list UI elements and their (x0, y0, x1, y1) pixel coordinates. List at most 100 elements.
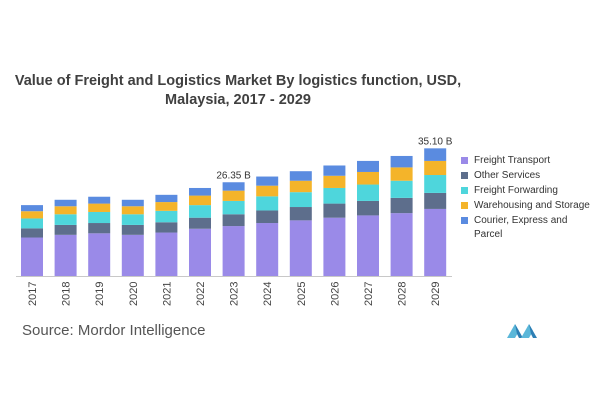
x-tick-label-2027: 2027 (363, 282, 375, 306)
bar-segment-freight-forwarding-2017 (21, 218, 43, 229)
bar-segment-freight-forwarding-2021 (155, 210, 178, 223)
bar-segment-freight-forwarding-2023 (222, 200, 245, 215)
bar-segment-warehousing-and-storage-2027 (357, 171, 379, 185)
x-tick-label-2017: 2017 (27, 282, 39, 306)
x-tick-label-2018: 2018 (61, 282, 73, 306)
bar-segment-other-services-2024 (256, 210, 279, 224)
x-tick-label-2024: 2024 (262, 282, 274, 306)
bar-segment-freight-forwarding-2024 (256, 196, 279, 211)
bar-segment-freight-transport-2026 (323, 217, 346, 276)
bar-segment-freight-transport-2018 (54, 234, 77, 276)
bar-segment-courier-express-and-parcel-2021 (155, 194, 178, 203)
bar-segment-freight-forwarding-2020 (121, 214, 144, 225)
bar-segment-courier-express-and-parcel-2025 (289, 171, 312, 181)
legend-item-warehousing-and-storage: Warehousing and Storage (461, 199, 596, 213)
bar-segment-freight-transport-2025 (289, 220, 312, 276)
bar-segment-courier-express-and-parcel-2029 (424, 148, 447, 161)
bar-segment-freight-transport-2029 (424, 208, 447, 276)
bar-segment-other-services-2022 (189, 217, 211, 229)
bar-segment-other-services-2025 (289, 207, 312, 221)
x-tick-label-2023: 2023 (229, 282, 241, 306)
x-tick-label-2025: 2025 (296, 282, 308, 306)
bar-segment-freight-forwarding-2028 (390, 180, 413, 198)
x-tick-label-2026: 2026 (329, 282, 341, 306)
bar-segment-warehousing-and-storage-2025 (289, 180, 312, 193)
chart-legend: Freight Transport Other Services Freight F… (461, 154, 596, 243)
legend-item-other-services: Other Services (461, 169, 596, 183)
bar-segment-courier-express-and-parcel-2017 (21, 205, 43, 212)
bar-segment-warehousing-and-storage-2028 (390, 167, 413, 181)
bar-segment-other-services-2026 (323, 203, 346, 218)
bar-segment-courier-express-and-parcel-2022 (189, 187, 211, 196)
legend-swatch (461, 172, 468, 179)
bar-segment-freight-transport-2022 (189, 228, 211, 276)
legend-swatch (461, 187, 468, 194)
bar-segment-freight-forwarding-2027 (357, 184, 379, 201)
bar-segment-other-services-2027 (357, 200, 379, 216)
bar-segment-courier-express-and-parcel-2028 (390, 155, 413, 168)
legend-item-courier-express-and-parcel: Courier, Express and Parcel (461, 214, 596, 242)
bar-segment-freight-transport-2019 (88, 233, 111, 276)
bar-segment-freight-transport-2017 (21, 237, 43, 276)
bar-segment-warehousing-and-storage-2022 (189, 195, 211, 206)
chart-title-line-1: Value of Freight and Logistics Market By… (14, 73, 462, 89)
source-text: Source: Mordor Intelligence (22, 322, 206, 339)
chart-title: Value of Freight and Logistics Market By… (0, 72, 476, 110)
bar-segment-other-services-2020 (121, 224, 144, 235)
bar-segment-warehousing-and-storage-2018 (54, 206, 77, 215)
bar-segment-other-services-2029 (424, 192, 447, 209)
bar-segment-freight-transport-2028 (390, 213, 413, 276)
bar-segment-warehousing-and-storage-2019 (88, 203, 111, 212)
bar-segment-freight-transport-2021 (155, 232, 178, 276)
bar-segment-freight-forwarding-2019 (88, 211, 111, 224)
bar-segment-other-services-2019 (88, 223, 111, 234)
legend-label: Freight Forwarding (474, 185, 558, 196)
bar-segment-freight-forwarding-2026 (323, 187, 346, 204)
bar-segment-freight-forwarding-2025 (289, 192, 312, 208)
bar-segment-other-services-2017 (21, 228, 43, 238)
bar-segment-warehousing-and-storage-2029 (424, 160, 447, 176)
legend-swatch (461, 202, 468, 209)
bar-segment-freight-transport-2024 (256, 223, 279, 276)
bar-segment-other-services-2028 (390, 197, 413, 214)
bar-segment-courier-express-and-parcel-2024 (256, 176, 279, 186)
legend-label: Freight Transport (474, 155, 551, 166)
bar-segment-freight-transport-2020 (121, 234, 144, 276)
bar-segment-courier-express-and-parcel-2018 (54, 199, 77, 207)
legend-label: Warehousing and Storage (474, 200, 590, 211)
legend-item-freight-transport: Freight Transport (461, 154, 596, 168)
bar-segment-warehousing-and-storage-2021 (155, 202, 178, 211)
bar-segment-other-services-2021 (155, 222, 178, 233)
legend-label: Other Services (474, 170, 541, 181)
x-tick-label-2028: 2028 (397, 282, 409, 306)
bar-segment-other-services-2018 (54, 224, 77, 235)
x-tick-label-2020: 2020 (128, 282, 140, 306)
bar-segment-courier-express-and-parcel-2020 (121, 199, 144, 207)
data-label-2023: 26.35 B (216, 170, 251, 181)
bar-segment-freight-forwarding-2018 (54, 214, 77, 225)
legend-swatch (461, 217, 468, 224)
bar-segment-warehousing-and-storage-2023 (222, 190, 245, 201)
x-tick-label-2022: 2022 (195, 282, 207, 306)
legend-label: Courier, Express and Parcel (474, 215, 568, 240)
bar-segment-warehousing-and-storage-2020 (121, 206, 144, 215)
bar-segment-freight-forwarding-2022 (189, 205, 211, 218)
x-tick-label-2021: 2021 (161, 282, 173, 306)
bar-segment-courier-express-and-parcel-2023 (222, 182, 245, 191)
bar-segment-freight-transport-2027 (357, 215, 379, 276)
bar-segment-freight-forwarding-2029 (424, 175, 447, 193)
chart-title-line-2: Malaysia, 2017 - 2029 (165, 92, 311, 108)
bar-segment-warehousing-and-storage-2026 (323, 175, 346, 188)
x-tick-label-2019: 2019 (94, 282, 106, 306)
bar-segment-warehousing-and-storage-2024 (256, 185, 279, 197)
bar-segment-courier-express-and-parcel-2026 (323, 165, 346, 176)
bar-segment-courier-express-and-parcel-2019 (88, 196, 111, 204)
mordor-logo-icon (507, 324, 537, 338)
bar-segment-other-services-2023 (222, 214, 245, 227)
x-tick-label-2029: 2029 (430, 282, 442, 306)
bar-segment-warehousing-and-storage-2017 (21, 211, 43, 219)
bar-segment-courier-express-and-parcel-2027 (357, 160, 379, 172)
legend-item-freight-forwarding: Freight Forwarding (461, 184, 596, 198)
legend-swatch (461, 157, 468, 164)
